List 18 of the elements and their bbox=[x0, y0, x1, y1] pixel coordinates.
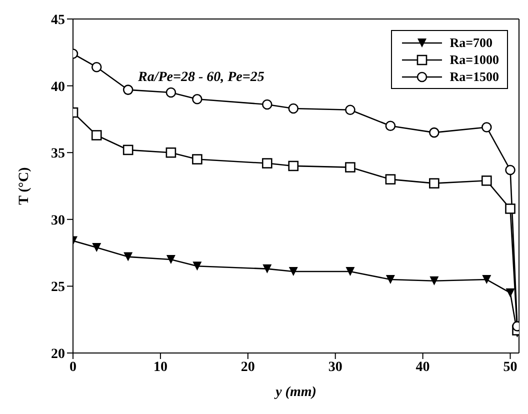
x-tick-label: 10 bbox=[153, 360, 168, 375]
y-tick-label: 40 bbox=[51, 80, 65, 95]
y-tick-label: 35 bbox=[51, 146, 65, 162]
legend-label: Ra=1000 bbox=[450, 52, 499, 68]
legend-label: Ra=700 bbox=[450, 34, 492, 50]
y-axis-title: T (°C) bbox=[16, 166, 32, 205]
x-tick-label: 50 bbox=[503, 360, 518, 375]
x-axis-title: y (mm) bbox=[274, 385, 316, 400]
y-tick-label: 20 bbox=[51, 346, 65, 362]
y-tick-label: 30 bbox=[51, 213, 65, 228]
y-tick-label: 45 bbox=[51, 12, 65, 28]
y-tick-label: 25 bbox=[51, 280, 65, 296]
legend-label: Ra=1500 bbox=[450, 68, 499, 84]
x-tick-label: 30 bbox=[328, 360, 342, 375]
x-tick-label: 0 bbox=[70, 360, 76, 375]
annotation: Ra/Pe=28 - 60, Pe=25 bbox=[138, 70, 264, 86]
x-tick-label: 40 bbox=[416, 360, 430, 375]
x-tick-label: 20 bbox=[240, 360, 255, 375]
